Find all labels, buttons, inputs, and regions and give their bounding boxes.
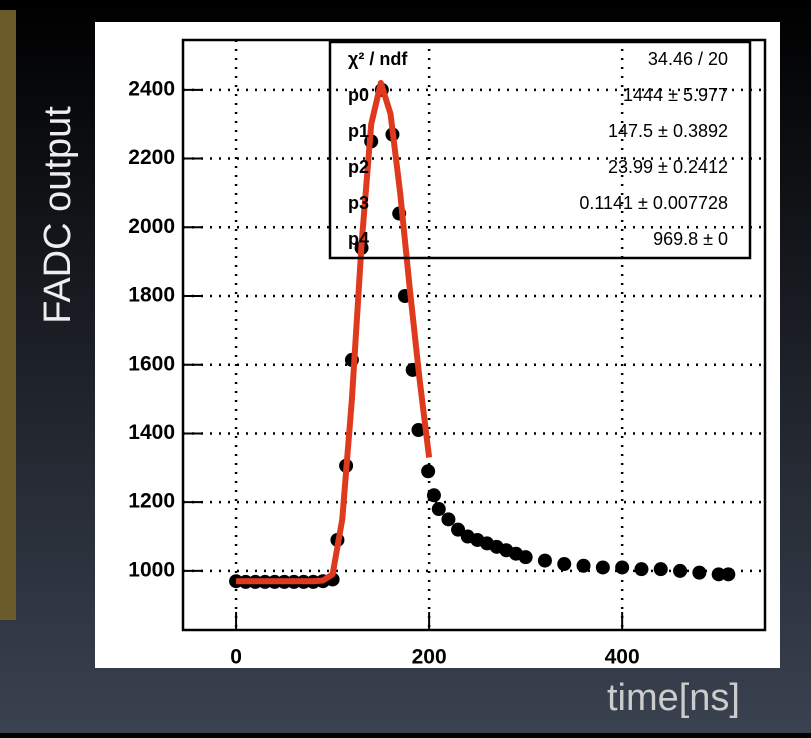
x-tick-label: 200 — [412, 646, 447, 669]
data-point — [634, 562, 649, 577]
plot-area: 1000 1200 1400 1600 1800 2000 2200 2400 0 200 400 χ… — [128, 38, 767, 669]
y-tick-label: 1600 — [128, 352, 175, 375]
x-tick-label: 0 — [230, 646, 242, 669]
side-strip — [0, 10, 16, 620]
y-tick-label: 2000 — [128, 215, 175, 238]
data-point — [451, 522, 466, 537]
plot-frame — [181, 38, 767, 632]
data-point — [421, 464, 436, 479]
y-tick-label: 1800 — [128, 284, 175, 307]
y-tick-label: 2400 — [128, 77, 175, 100]
y-tick-label: 1200 — [128, 490, 175, 513]
data-point — [615, 560, 630, 575]
stats-label: p0 — [348, 85, 369, 105]
data-point — [721, 567, 736, 582]
data-point — [653, 562, 668, 577]
data-point — [595, 560, 610, 575]
data-point — [673, 563, 688, 578]
stats-value: 0.1141 ± 0.007728 — [579, 193, 728, 213]
data-point — [576, 558, 591, 573]
stats-label: χ² / ndf — [348, 49, 408, 69]
stats-value: 969.8 ± 0 — [653, 229, 728, 249]
data-point — [692, 565, 707, 580]
data-point — [557, 557, 572, 572]
data-point — [411, 423, 426, 438]
data-point — [441, 512, 456, 527]
stats-label: p4 — [348, 229, 369, 249]
plot-panel — [95, 22, 780, 668]
data-point — [426, 488, 441, 503]
data-point — [431, 502, 446, 517]
stats-label: p1 — [348, 121, 369, 141]
x-axis-label: time[ns] — [607, 677, 740, 719]
stats-value: 147.5 ± 0.3892 — [608, 121, 728, 141]
data-point — [518, 550, 533, 565]
data-point — [711, 567, 726, 582]
x-tick-label: 400 — [605, 646, 640, 669]
stats-value: 23.99 ± 0.2412 — [608, 157, 728, 177]
stats-label: p3 — [348, 193, 369, 213]
stats-value: 34.46 / 20 — [648, 49, 728, 69]
stats-label: p2 — [348, 157, 369, 177]
y-tick-label: 2200 — [128, 146, 175, 169]
y-axis-label: FADC output — [37, 106, 79, 324]
fit-line — [236, 79, 433, 585]
y-tick-label: 1000 — [128, 558, 175, 581]
stats-value: 1444 ± 5.977 — [623, 85, 728, 105]
stats-box — [328, 40, 752, 260]
y-tick-label: 1400 — [128, 421, 175, 444]
data-point — [537, 553, 552, 568]
